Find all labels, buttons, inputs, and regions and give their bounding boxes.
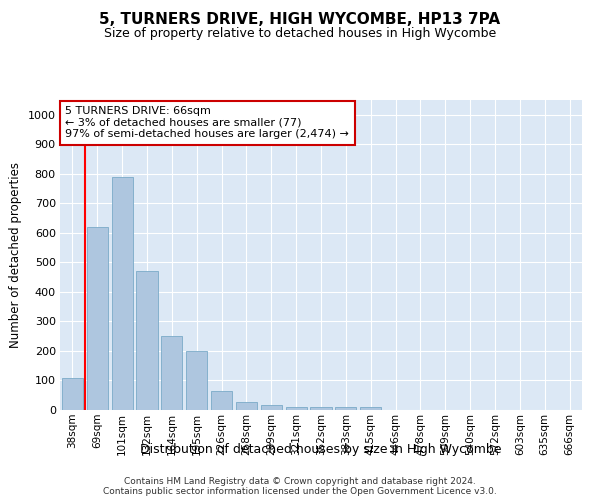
Bar <box>161 336 182 410</box>
Y-axis label: Number of detached properties: Number of detached properties <box>9 162 22 348</box>
Text: Size of property relative to detached houses in High Wycombe: Size of property relative to detached ho… <box>104 28 496 40</box>
Text: Contains HM Land Registry data © Crown copyright and database right 2024.: Contains HM Land Registry data © Crown c… <box>124 478 476 486</box>
Bar <box>62 378 83 410</box>
Bar <box>112 177 133 410</box>
Bar <box>211 392 232 410</box>
Text: 5 TURNERS DRIVE: 66sqm
← 3% of detached houses are smaller (77)
97% of semi-deta: 5 TURNERS DRIVE: 66sqm ← 3% of detached … <box>65 106 349 140</box>
Text: Contains public sector information licensed under the Open Government Licence v3: Contains public sector information licen… <box>103 488 497 496</box>
Bar <box>360 407 381 410</box>
Bar <box>186 351 207 410</box>
Bar <box>286 407 307 410</box>
Bar <box>236 402 257 410</box>
Bar <box>136 271 158 410</box>
Bar <box>335 407 356 410</box>
Text: 5, TURNERS DRIVE, HIGH WYCOMBE, HP13 7PA: 5, TURNERS DRIVE, HIGH WYCOMBE, HP13 7PA <box>100 12 500 28</box>
Text: Distribution of detached houses by size in High Wycombe: Distribution of detached houses by size … <box>140 442 502 456</box>
Bar <box>87 227 108 410</box>
Bar <box>310 407 332 410</box>
Bar <box>261 404 282 410</box>
